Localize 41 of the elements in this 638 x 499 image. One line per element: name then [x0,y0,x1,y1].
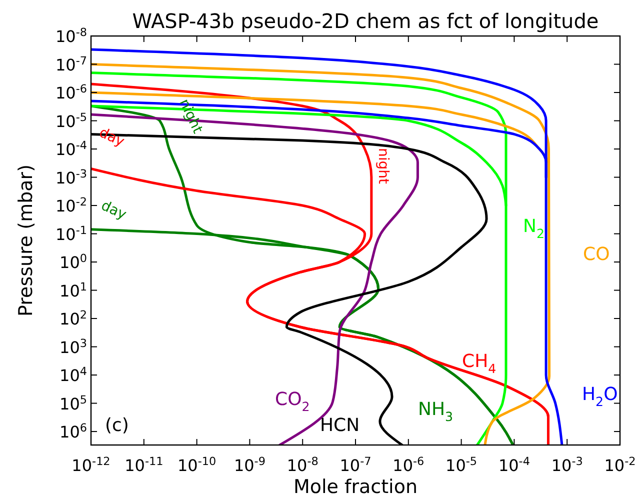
x-tick-label: 10$^{-9}$ [234,454,266,475]
x-tick-label: 10$^{-12}$ [72,454,110,475]
x-tick-label: 10$^{-4}$ [498,454,530,475]
chart-title: WASP-43b pseudo-2D chem as fct of longitude [132,9,599,33]
annotation: day [98,198,129,223]
y-axis-title: Pressure (mbar) [15,164,37,317]
annotation: H$_{2}$O [582,384,618,409]
y-tick-label: 10$^{-3}$ [55,166,87,188]
annotation: CO [583,244,610,265]
y-tick-label: 10$^{6}$ [60,421,87,442]
annotation: N$_{2}$ [523,216,544,241]
x-tick-label: 10$^{-11}$ [124,454,164,475]
annotation: (c) [105,414,129,436]
x-tick-label: 10$^{-3}$ [551,454,583,475]
y-tick-label: 10$^{1}$ [60,280,87,300]
y-tick-label: 10$^{-1}$ [55,223,87,244]
annotation: night [176,96,206,136]
y-tick-label: 10$^{-5}$ [55,110,87,131]
annotation: HCN [320,414,360,436]
y-tick-label: 10$^{0}$ [60,252,87,272]
x-tick-label: 10$^{-6}$ [392,454,424,475]
y-tick-label: 10$^{-2}$ [55,195,87,216]
x-tick-label: 10$^{-5}$ [446,454,478,475]
y-tick-label: 10$^{-6}$ [55,82,87,103]
y-tick-label: 10$^{2}$ [60,308,87,329]
annotation: NH$_{3}$ [418,398,454,424]
y-tick-label: 10$^{-7}$ [55,54,87,74]
y-tick-label: 10$^{4}$ [60,364,87,386]
y-tick-label: 10$^{-4}$ [55,138,87,160]
x-tick-label: 10$^{-2}$ [604,454,636,475]
annotation: CO$_{2}$ [275,388,310,414]
x-tick-label: 10$^{-8}$ [286,454,318,475]
annotation: night [375,148,392,185]
annotation: day [96,124,127,150]
y-tick-label: 10$^{5}$ [60,392,87,414]
annotation: CH$_{4}$ [462,350,496,376]
x-axis-title: Mole fraction [293,476,418,498]
y-tick-label: 10$^{-8}$ [55,26,87,46]
x-tick-label: 10$^{-7}$ [340,454,372,475]
y-tick-label: 10$^{3}$ [60,336,87,357]
x-tick-label: 10$^{-10}$ [177,454,216,475]
